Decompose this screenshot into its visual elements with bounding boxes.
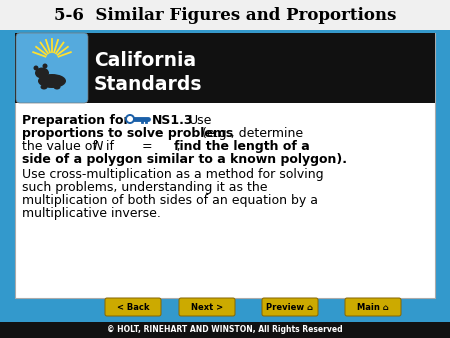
FancyBboxPatch shape [179, 298, 235, 316]
Text: © HOLT, RINEHART AND WINSTON, All Rights Reserved: © HOLT, RINEHART AND WINSTON, All Rights… [107, 325, 343, 335]
Text: multiplicative inverse.: multiplicative inverse. [22, 207, 161, 220]
FancyBboxPatch shape [262, 298, 318, 316]
Text: multiplication of both sides of an equation by a: multiplication of both sides of an equat… [22, 194, 318, 207]
FancyBboxPatch shape [345, 298, 401, 316]
Text: NS1.3: NS1.3 [152, 114, 194, 127]
Text: if       =      ,: if = , [102, 140, 180, 153]
Ellipse shape [35, 68, 49, 78]
Text: Preparation for: Preparation for [22, 114, 130, 127]
Text: (e.g., determine: (e.g., determine [198, 127, 303, 140]
Ellipse shape [54, 84, 60, 90]
Ellipse shape [38, 74, 66, 88]
Text: Standards: Standards [94, 75, 202, 95]
Ellipse shape [40, 84, 48, 90]
Text: Preview ⌂: Preview ⌂ [266, 303, 314, 312]
FancyBboxPatch shape [105, 298, 161, 316]
Bar [15, 33, 435, 103]
Text: side of a polygon similar to a known polygon).: side of a polygon similar to a known pol… [22, 153, 347, 166]
Text: proportions to solve problems: proportions to solve problems [22, 127, 233, 140]
Text: N: N [94, 140, 104, 153]
Text: < Back: < Back [117, 303, 149, 312]
Text: find the length of a: find the length of a [174, 140, 310, 153]
Text: the value of: the value of [22, 140, 101, 153]
Text: Use cross-multiplication as a method for solving: Use cross-multiplication as a method for… [22, 168, 324, 181]
Bar [0, 0, 450, 30]
Circle shape [127, 116, 133, 122]
Text: 5-6  Similar Figures and Proportions: 5-6 Similar Figures and Proportions [54, 6, 396, 24]
Bar [15, 33, 435, 298]
Bar [0, 322, 450, 338]
Circle shape [125, 114, 135, 124]
Ellipse shape [42, 64, 48, 69]
Text: such problems, understanding it as the: such problems, understanding it as the [22, 181, 267, 194]
Ellipse shape [33, 66, 39, 71]
Text: California: California [94, 50, 196, 70]
Text: Next >: Next > [191, 303, 223, 312]
Text: Main ⌂: Main ⌂ [357, 303, 389, 312]
FancyBboxPatch shape [16, 33, 88, 103]
Text: Use: Use [189, 114, 212, 127]
